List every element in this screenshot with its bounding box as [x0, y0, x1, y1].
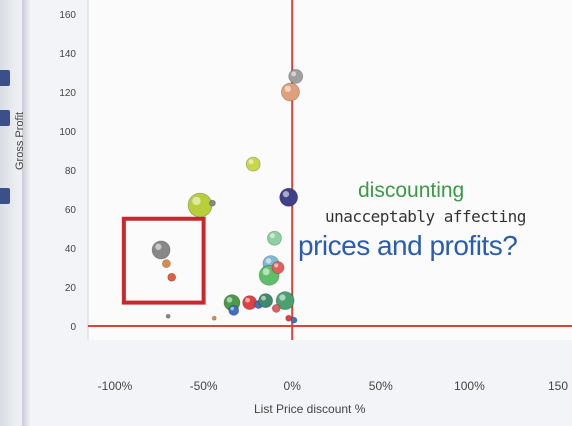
data-point — [279, 187, 299, 207]
y-tick-label: 0 — [70, 322, 76, 333]
data-point — [290, 316, 298, 324]
x-axis-label: List Price discount % — [254, 402, 366, 416]
data-point — [245, 156, 261, 172]
x-tick-label: -100% — [98, 379, 133, 393]
y-tick-label: 160 — [59, 10, 76, 21]
y-tick-label: 40 — [65, 244, 77, 255]
overlay-line-question: prices and profits? — [298, 230, 518, 261]
y-tick-label: 20 — [65, 283, 77, 294]
data-point — [288, 69, 304, 84]
y-tick-label: 140 — [59, 49, 76, 60]
strip-tab-1[interactable] — [0, 70, 10, 86]
data-point — [285, 314, 293, 322]
panel-divider — [22, 0, 30, 426]
data-point — [258, 293, 274, 309]
y-tick-label: 100 — [59, 127, 76, 138]
data-point — [161, 259, 171, 269]
data-point — [267, 230, 282, 246]
y-axis-ticks: 0 20 40 60 80 100 120 140 160 — [59, 10, 76, 333]
data-point — [187, 192, 213, 218]
data-point — [211, 315, 217, 321]
data-point — [281, 82, 300, 102]
data-point — [275, 291, 295, 311]
highlight-layer — [121, 216, 206, 305]
x-tick-label: -50% — [190, 379, 218, 393]
data-point — [151, 240, 171, 260]
plot-frame — [87, 0, 572, 340]
overlay-line-discounting: discounting — [358, 179, 465, 202]
y-axis-label: Gross Profit — [14, 111, 26, 170]
strip-tab-2[interactable] — [0, 110, 10, 126]
left-panel-strip — [0, 0, 22, 426]
x-tick-label: 150 — [548, 379, 568, 393]
data-point — [271, 261, 285, 274]
y-tick-label: 80 — [65, 166, 77, 177]
x-tick-label: 0% — [284, 379, 302, 393]
data-point — [167, 272, 177, 282]
reference-lines — [88, 0, 572, 340]
data-point — [271, 304, 281, 313]
overlay-line-affecting: unacceptably affecting — [325, 207, 526, 226]
data-point — [165, 313, 171, 319]
y-tick-label: 60 — [65, 205, 77, 216]
data-point — [242, 295, 258, 311]
highlight-box — [121, 216, 206, 305]
x-tick-label: 100% — [454, 379, 485, 393]
data-points — [151, 69, 304, 324]
plot-background — [88, 0, 572, 340]
strip-tab-3[interactable] — [0, 188, 10, 204]
x-tick-label: 50% — [369, 379, 393, 393]
data-point — [228, 304, 240, 316]
x-axis-ticks: -100% -50% 0% 50% 100% 150 — [98, 379, 569, 393]
data-point — [209, 199, 216, 207]
y-tick-label: 120 — [59, 88, 76, 99]
